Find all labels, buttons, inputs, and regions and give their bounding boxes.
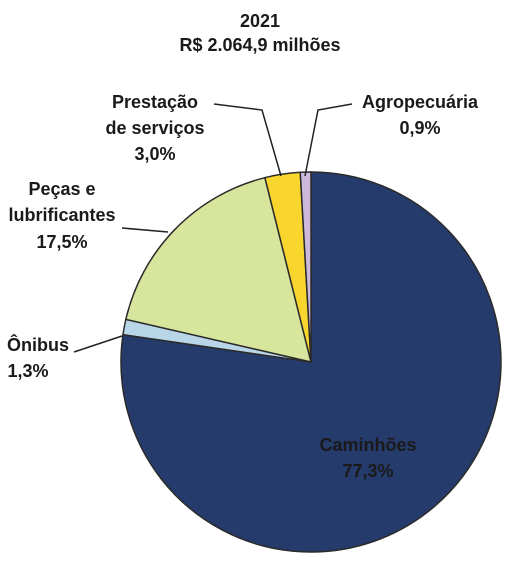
leader-line bbox=[73, 335, 123, 353]
value-label: 77,3% bbox=[342, 461, 393, 481]
slice-label: Peças e bbox=[28, 179, 95, 199]
chart-subtitle: R$ 2.064,9 milhões bbox=[179, 35, 340, 55]
leader-line bbox=[213, 103, 282, 177]
slice-label: de serviços bbox=[105, 118, 204, 138]
slice-label: Ônibus bbox=[7, 334, 69, 355]
value-label: 17,5% bbox=[36, 232, 87, 252]
slice-label: Caminhões bbox=[319, 435, 416, 455]
leader-line bbox=[121, 227, 169, 233]
slice-label: Agropecuária bbox=[362, 92, 479, 112]
slice-label: lubrificantes bbox=[8, 205, 115, 225]
leader-line bbox=[304, 103, 353, 177]
chart-title: 2021 bbox=[240, 11, 280, 31]
value-label: 3,0% bbox=[134, 144, 175, 164]
value-label: 0,9% bbox=[399, 118, 440, 138]
slice-label: Prestação bbox=[112, 92, 198, 112]
pie-slice bbox=[124, 176, 313, 364]
value-label: 1,3% bbox=[7, 361, 48, 381]
